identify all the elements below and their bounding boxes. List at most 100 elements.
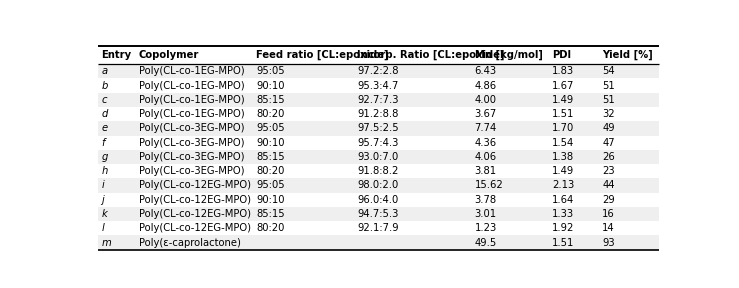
Text: l: l bbox=[101, 223, 104, 233]
Text: g: g bbox=[101, 152, 108, 162]
Text: 92.1:7.9: 92.1:7.9 bbox=[357, 223, 398, 233]
Text: Poly(CL-co-3EG-MPO): Poly(CL-co-3EG-MPO) bbox=[138, 152, 244, 162]
Text: m: m bbox=[101, 238, 112, 247]
Text: Copolymer: Copolymer bbox=[138, 50, 199, 60]
Text: 4.86: 4.86 bbox=[474, 81, 497, 91]
Text: k: k bbox=[101, 209, 107, 219]
Text: e: e bbox=[101, 123, 108, 133]
Text: b: b bbox=[101, 81, 108, 91]
Text: 80:20: 80:20 bbox=[256, 109, 285, 119]
Text: c: c bbox=[101, 95, 107, 105]
Text: 98.0:2.0: 98.0:2.0 bbox=[357, 181, 398, 190]
Text: 26: 26 bbox=[602, 152, 615, 162]
Text: d: d bbox=[101, 109, 108, 119]
Bar bbox=[98, 136, 659, 150]
Bar bbox=[98, 93, 659, 107]
Text: 1.92: 1.92 bbox=[552, 223, 574, 233]
Text: Incorp. Ratio [CL:epoxide]: Incorp. Ratio [CL:epoxide] bbox=[357, 50, 505, 60]
Text: Poly(CL-co-3EG-MPO): Poly(CL-co-3EG-MPO) bbox=[138, 123, 244, 133]
Text: 1.67: 1.67 bbox=[552, 81, 574, 91]
Text: 1.51: 1.51 bbox=[552, 238, 574, 247]
Text: Yield [%]: Yield [%] bbox=[602, 50, 653, 60]
Text: 95.3:4.7: 95.3:4.7 bbox=[357, 81, 398, 91]
Text: 3.81: 3.81 bbox=[474, 166, 497, 176]
Text: 91.2:8.8: 91.2:8.8 bbox=[357, 109, 398, 119]
Text: 51: 51 bbox=[602, 95, 615, 105]
Text: Poly(CL-co-1EG-MPO): Poly(CL-co-1EG-MPO) bbox=[138, 81, 244, 91]
Text: 95:05: 95:05 bbox=[256, 181, 285, 190]
Text: 95:05: 95:05 bbox=[256, 66, 285, 76]
Text: 1.64: 1.64 bbox=[552, 195, 574, 205]
Text: 14: 14 bbox=[602, 223, 615, 233]
Text: PDI: PDI bbox=[552, 50, 571, 60]
Text: 3.01: 3.01 bbox=[474, 209, 497, 219]
Text: 16: 16 bbox=[602, 209, 615, 219]
Text: 96.0:4.0: 96.0:4.0 bbox=[357, 195, 398, 205]
Text: 1.51: 1.51 bbox=[552, 109, 574, 119]
Text: 2.13: 2.13 bbox=[552, 181, 574, 190]
Bar bbox=[98, 178, 659, 193]
Text: 90:10: 90:10 bbox=[256, 138, 285, 148]
Text: 4.36: 4.36 bbox=[474, 138, 497, 148]
Text: Poly(CL-co-12EG-MPO): Poly(CL-co-12EG-MPO) bbox=[138, 195, 251, 205]
Text: 93: 93 bbox=[602, 238, 615, 247]
Bar bbox=[98, 221, 659, 235]
Text: Poly(CL-co-3EG-MPO): Poly(CL-co-3EG-MPO) bbox=[138, 166, 244, 176]
Text: Poly(CL-co-12EG-MPO): Poly(CL-co-12EG-MPO) bbox=[138, 209, 251, 219]
Bar bbox=[98, 164, 659, 178]
Text: 85:15: 85:15 bbox=[256, 95, 285, 105]
Text: 97.5:2.5: 97.5:2.5 bbox=[357, 123, 398, 133]
Text: 47: 47 bbox=[602, 138, 615, 148]
Text: 85:15: 85:15 bbox=[256, 152, 285, 162]
Text: Mn [kg/mol]: Mn [kg/mol] bbox=[474, 50, 542, 60]
Text: h: h bbox=[101, 166, 108, 176]
Text: 1.49: 1.49 bbox=[552, 95, 574, 105]
Text: i: i bbox=[101, 181, 104, 190]
Text: 80:20: 80:20 bbox=[256, 166, 285, 176]
Bar bbox=[98, 107, 659, 121]
Text: Entry: Entry bbox=[101, 50, 132, 60]
Text: 1.33: 1.33 bbox=[552, 209, 574, 219]
Text: 90:10: 90:10 bbox=[256, 81, 285, 91]
Text: Feed ratio [CL:epoxide]: Feed ratio [CL:epoxide] bbox=[256, 50, 389, 60]
Text: 15.62: 15.62 bbox=[474, 181, 503, 190]
Text: 29: 29 bbox=[602, 195, 615, 205]
Text: 80:20: 80:20 bbox=[256, 223, 285, 233]
Text: Poly(CL-co-1EG-MPO): Poly(CL-co-1EG-MPO) bbox=[138, 95, 244, 105]
Text: 4.06: 4.06 bbox=[474, 152, 497, 162]
Text: 85:15: 85:15 bbox=[256, 209, 285, 219]
Text: 44: 44 bbox=[602, 181, 615, 190]
Text: 95:05: 95:05 bbox=[256, 123, 285, 133]
Text: 1.70: 1.70 bbox=[552, 123, 574, 133]
Text: Poly(CL-co-1EG-MPO): Poly(CL-co-1EG-MPO) bbox=[138, 109, 244, 119]
Text: 3.78: 3.78 bbox=[474, 195, 497, 205]
Text: 51: 51 bbox=[602, 81, 615, 91]
Text: 6.43: 6.43 bbox=[474, 66, 497, 76]
Text: f: f bbox=[101, 138, 105, 148]
Text: 94.7:5.3: 94.7:5.3 bbox=[357, 209, 398, 219]
Text: Poly(ε-caprolactone): Poly(ε-caprolactone) bbox=[138, 238, 240, 247]
Text: 90:10: 90:10 bbox=[256, 195, 285, 205]
Text: Poly(CL-co-12EG-MPO): Poly(CL-co-12EG-MPO) bbox=[138, 181, 251, 190]
Text: 1.54: 1.54 bbox=[552, 138, 574, 148]
Bar bbox=[98, 235, 659, 250]
Text: a: a bbox=[101, 66, 108, 76]
Text: j: j bbox=[101, 195, 104, 205]
Text: 54: 54 bbox=[602, 66, 615, 76]
Text: 32: 32 bbox=[602, 109, 615, 119]
Text: Poly(CL-co-12EG-MPO): Poly(CL-co-12EG-MPO) bbox=[138, 223, 251, 233]
Text: 7.74: 7.74 bbox=[474, 123, 497, 133]
Text: Poly(CL-co-1EG-MPO): Poly(CL-co-1EG-MPO) bbox=[138, 66, 244, 76]
Text: 1.38: 1.38 bbox=[552, 152, 574, 162]
Text: 97.2:2.8: 97.2:2.8 bbox=[357, 66, 398, 76]
Bar bbox=[98, 78, 659, 93]
Text: 3.67: 3.67 bbox=[474, 109, 497, 119]
Text: 95.7:4.3: 95.7:4.3 bbox=[357, 138, 398, 148]
Bar bbox=[98, 207, 659, 221]
Text: 4.00: 4.00 bbox=[474, 95, 497, 105]
Bar bbox=[98, 150, 659, 164]
Text: 91.8:8.2: 91.8:8.2 bbox=[357, 166, 398, 176]
Text: 23: 23 bbox=[602, 166, 615, 176]
Text: 1.83: 1.83 bbox=[552, 66, 574, 76]
Text: 1.49: 1.49 bbox=[552, 166, 574, 176]
